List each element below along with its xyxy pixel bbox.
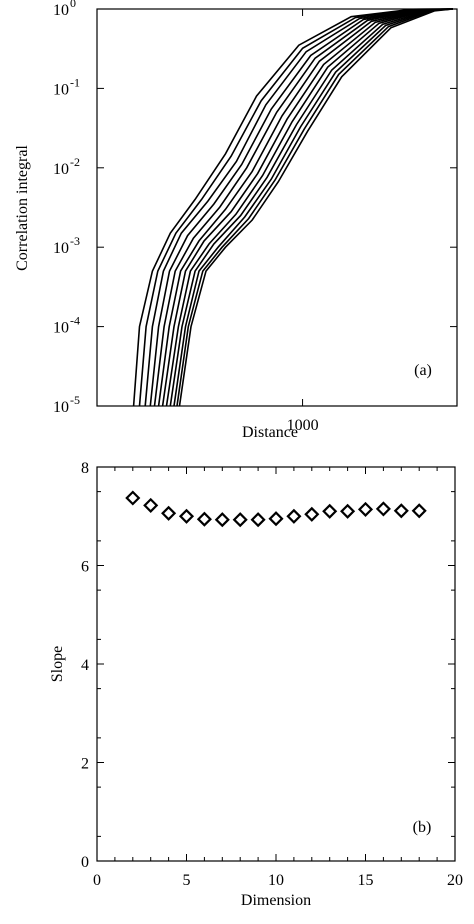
y-tick-label-b: 6 [81,559,89,576]
y-axis-title-a: Correlation integral [14,145,31,271]
series-line-2 [138,8,453,407]
data-point [340,503,356,519]
series-line-10 [173,8,453,407]
series-line-1 [132,8,453,407]
series-line-4 [149,8,453,407]
y-tick-exponent-a: -1 [70,75,80,89]
series-line-7 [161,8,453,407]
y-tick-exponent-a: -2 [70,155,80,169]
series-line-11 [176,8,453,407]
data-point [357,501,374,517]
y-tick-label-b: 2 [81,756,89,773]
slope-dimension-chart: 0 2 4 6 8 0 5 10 15 20 Dimension Slope (b) [49,460,463,909]
y-tick-exponent-a: -4 [70,314,80,328]
x-tick-label-b: 5 [183,872,191,889]
data-point [214,512,230,528]
panel-label-b: (b) [413,819,432,836]
y-tick-label-b: 4 [81,657,89,674]
data-point [411,503,427,519]
series-line-8 [165,8,453,407]
x-tick-label-b: 15 [358,872,374,889]
y-tick-exponent-a: 0 [70,0,76,10]
x-axis-title-a: Distance [242,424,298,441]
y-tick-label-a: 10 [53,320,69,337]
data-point [125,490,141,506]
panel-label-a: (a) [414,362,432,379]
y-tick-label-b: 8 [81,460,89,477]
x-tick-label-a: 1000 [287,417,319,434]
curve-group [132,8,453,407]
data-point [250,512,266,528]
y-tick-label-a: 10 [53,161,69,178]
data-point [196,511,212,527]
y-tick-exponent-a: -5 [70,393,80,407]
data-point [322,503,338,519]
y-tick-label-a: 10 [53,2,69,19]
series-line-9 [169,8,453,407]
series-line-6 [157,8,453,407]
data-point [375,501,391,517]
x-axis-title-b: Dimension [241,892,311,909]
tick-group-b: 0 2 4 6 8 0 5 10 15 20 [81,460,463,889]
x-tick-label-b: 0 [93,872,101,889]
point-group [125,490,427,528]
y-tick-label-a: 10 [53,399,69,416]
y-tick-label-a: 10 [53,81,69,98]
data-point [304,506,320,522]
series-line-5 [153,8,453,407]
data-point [178,508,195,524]
data-point [161,505,177,521]
y-tick-label-b: 0 [81,854,89,871]
series-line-3 [144,8,453,407]
data-point [393,503,409,519]
y-axis-title-b: Slope [49,646,66,682]
data-point [232,512,248,528]
x-tick-label-b: 20 [447,872,463,889]
data-point [286,508,302,524]
data-point [143,497,159,513]
plot-frame-a [96,8,458,407]
y-tick-label-a: 10 [53,240,69,257]
y-tick-exponent-a: -3 [70,234,80,248]
series-line-12 [178,8,453,407]
data-point [268,511,284,527]
x-tick-label-b: 10 [268,872,284,889]
